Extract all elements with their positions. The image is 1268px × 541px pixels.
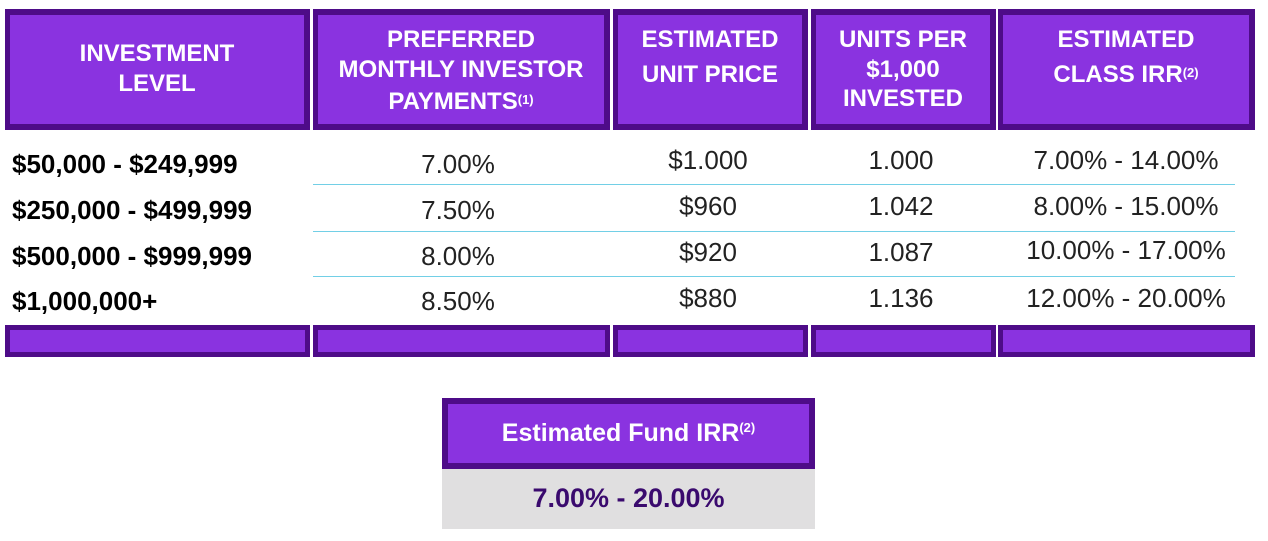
row-1-payment: 7.00% [421,149,495,179]
header-monthly-payments: PREFERRED MONTHLY INVESTOR PAYMENTS(1) [313,9,610,130]
header-payments-line2: MONTHLY INVESTOR [338,56,584,83]
row-2-irr: 8.00% - 15.00% [1033,191,1219,221]
footer-bar-class-irr [998,325,1255,357]
footer-bar-units [811,325,996,357]
footer-bar-investment-level [5,325,310,357]
row-4-level: $1,000,000+ [12,286,158,316]
row-divider [313,231,1235,232]
row-3-level: $500,000 - $999,999 [12,241,252,271]
header-units-per-1000: UNITS PER $1,000 INVESTED [811,9,996,130]
row-4-irr: 12.00% - 20.00% [1026,283,1226,313]
header-units-line1: UNITS PER [838,26,967,53]
row-1-irr: 7.00% - 14.00% [1033,145,1219,175]
row-1-level: $50,000 - $249,999 [12,149,238,179]
footnote-2-marker: (2) [1182,65,1199,80]
row-4-units: 1.136 [868,283,934,313]
fund-irr-value: 7.00% - 20.00% [442,469,815,529]
header-class-irr-line1: ESTIMATED [1057,26,1195,53]
header-unit-price-line1: ESTIMATED [641,26,779,53]
header-payments-line3-text: PAYMENTS [388,88,518,115]
footer-bar-payments [313,325,610,357]
row-4-price: $880 [679,283,737,313]
header-investment-level-line2: LEVEL [118,70,196,97]
header-payments-line1: PREFERRED [386,26,536,53]
header-units-line3: INVESTED [842,85,964,112]
row-3-units: 1.087 [868,237,934,267]
header-units-line2: $1,000 [866,56,940,83]
row-3-price: $920 [679,237,737,267]
header-class-irr: ESTIMATED CLASS IRR(2) [998,9,1255,130]
header-unit-price-line2: UNIT PRICE [641,61,778,88]
header-unit-price: ESTIMATED UNIT PRICE [613,9,808,130]
fund-irr-label: Estimated Fund IRR [501,419,740,447]
row-2-price: $960 [679,191,737,221]
row-3-irr: 10.00% - 17.00% [1026,235,1226,265]
header-investment-level-line1: INVESTMENT [79,40,235,67]
footnote-1-marker: (1) [517,92,534,107]
header-class-irr-line2: CLASS IRR(2) [1003,60,1249,90]
row-2-units: 1.042 [868,191,934,221]
row-divider [313,276,1235,277]
row-1-price: $1.000 [668,145,748,175]
fund-irr-header: Estimated Fund IRR(2) [442,398,815,469]
header-payments-line3: PAYMENTS(1) [318,87,604,117]
row-divider [313,184,1235,185]
row-3-payment: 8.00% [421,241,495,271]
fund-irr-footnote-marker: (2) [739,420,756,435]
row-2-level: $250,000 - $499,999 [12,195,252,225]
row-2-payment: 7.50% [421,195,495,225]
footer-bar-unit-price [613,325,808,357]
row-1-units: 1.000 [868,145,934,175]
row-4-payment: 8.50% [421,286,495,316]
header-class-irr-line2-text: CLASS IRR [1053,61,1183,88]
header-investment-level: INVESTMENT LEVEL [5,9,310,130]
